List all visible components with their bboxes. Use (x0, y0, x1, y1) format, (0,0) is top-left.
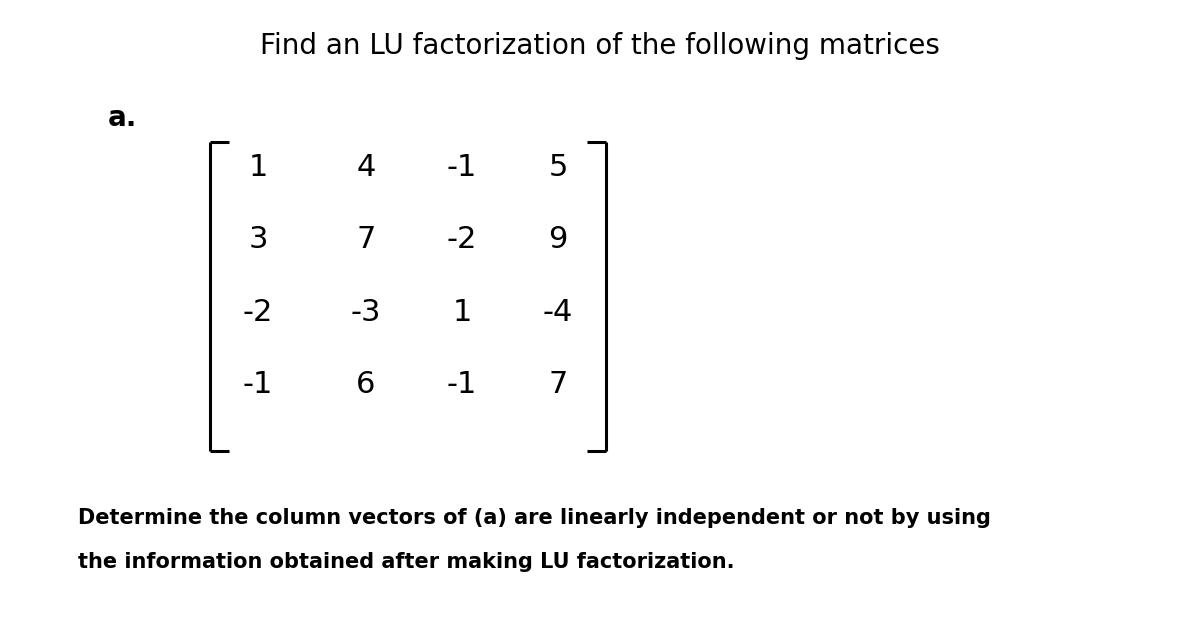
Text: 4: 4 (356, 153, 376, 182)
Text: 1: 1 (452, 298, 472, 327)
Text: 9: 9 (548, 225, 568, 254)
Text: -2: -2 (242, 298, 274, 327)
Text: Find an LU factorization of the following matrices: Find an LU factorization of the followin… (260, 32, 940, 59)
Text: Determine the column vectors of (a) are linearly independent or not by using: Determine the column vectors of (a) are … (78, 508, 991, 528)
Text: -3: -3 (350, 298, 382, 327)
Text: -2: -2 (446, 225, 478, 254)
Text: -1: -1 (446, 153, 478, 182)
Text: 3: 3 (248, 225, 268, 254)
Text: the information obtained after making LU factorization.: the information obtained after making LU… (78, 552, 734, 572)
Text: 6: 6 (356, 370, 376, 399)
Text: 1: 1 (248, 153, 268, 182)
Text: -4: -4 (542, 298, 574, 327)
Text: 7: 7 (356, 225, 376, 254)
Text: 7: 7 (548, 370, 568, 399)
Text: 5: 5 (548, 153, 568, 182)
Text: -1: -1 (242, 370, 274, 399)
Text: a.: a. (108, 104, 137, 132)
Text: -1: -1 (446, 370, 478, 399)
